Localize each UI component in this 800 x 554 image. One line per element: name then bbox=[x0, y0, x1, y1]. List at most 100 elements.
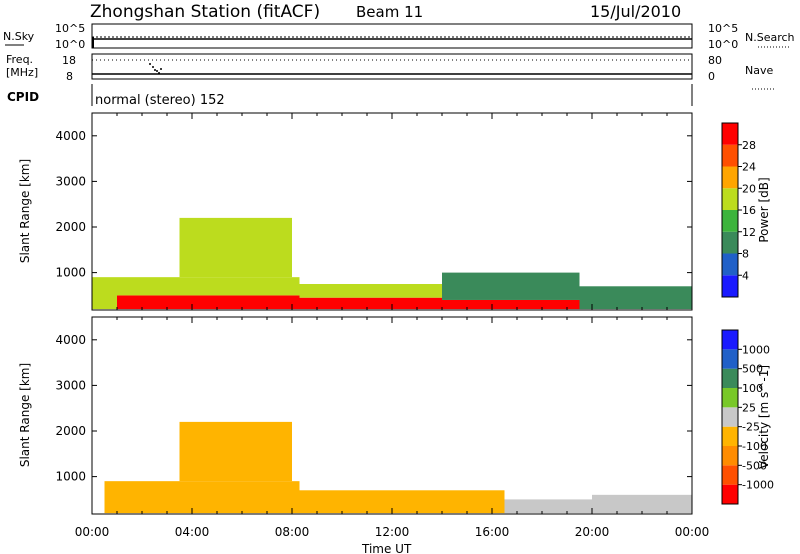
velocity-colorbar-label-2: 100 bbox=[742, 382, 763, 395]
nsearch-tick-top: 10^5 bbox=[708, 22, 738, 35]
power-colorbar-label-2: 20 bbox=[742, 182, 756, 195]
velocity-colorbar-swatches bbox=[722, 330, 738, 504]
time-axis-title: Time UT bbox=[361, 542, 412, 554]
velocity-x-axis bbox=[91, 317, 693, 514]
velocity-colorbar-label-0: 1000 bbox=[742, 343, 770, 356]
power-region-3 bbox=[179, 217, 292, 278]
velocity-colorbar-label-6: -500 bbox=[742, 459, 767, 472]
freq-tick-bottom: 8 bbox=[66, 70, 73, 83]
nave-dropouts bbox=[149, 63, 162, 74]
velocity-colorbar-frame bbox=[721, 329, 739, 505]
freq-label-2: [MHz] bbox=[6, 66, 38, 79]
power-colorbar-swatch-4 bbox=[722, 188, 738, 210]
velocity-ytick-label-0: 4000 bbox=[55, 333, 86, 347]
power-ytick-label-3: 1000 bbox=[55, 266, 86, 280]
power-colorbar-label-0: 28 bbox=[742, 139, 756, 152]
nave-dropout-3 bbox=[156, 70, 158, 72]
nave-dropout-2 bbox=[154, 69, 156, 71]
velocity-colorbar-label-1: 500 bbox=[742, 363, 763, 376]
velocity-ytick-label-3: 1000 bbox=[55, 470, 86, 484]
velocity-colorbar-swatch-5 bbox=[722, 388, 738, 408]
nave-dropout-5 bbox=[160, 68, 162, 70]
power-region-5 bbox=[299, 284, 442, 298]
station-title: Zhongshan Station (fitACF) bbox=[90, 2, 320, 22]
power-colorbar-label-4: 12 bbox=[742, 226, 756, 239]
nsky-tick-bottom: 10^0 bbox=[55, 38, 85, 51]
power-colorbar: 28 24 20 16 12 8 4 Power [dB] bbox=[721, 122, 771, 298]
power-colorbar-swatch-1 bbox=[722, 253, 738, 276]
time-tick-label-4: 16:00 bbox=[475, 525, 510, 539]
power-region-6 bbox=[442, 299, 580, 310]
nave-tick-top: 80 bbox=[708, 54, 722, 67]
power-y-axis: 4000 3000 2000 1000 bbox=[55, 129, 692, 280]
nave-tick-bottom: 0 bbox=[708, 70, 715, 83]
power-ytick-label-2: 2000 bbox=[55, 220, 86, 234]
power-panel: 4000 3000 2000 1000 Slant Range [km] bbox=[18, 112, 693, 311]
cpid-text: normal (stereo) 152 bbox=[95, 93, 225, 108]
power-colorbar-swatch-7 bbox=[722, 123, 738, 145]
power-x-axis bbox=[91, 113, 693, 310]
power-colorbar-ticks: 28 24 20 16 12 8 4 bbox=[738, 139, 756, 282]
velocity-data bbox=[104, 421, 692, 514]
nave-dropout-1 bbox=[152, 66, 154, 68]
time-tick-label-5: 20:00 bbox=[575, 525, 610, 539]
time-tick-label-2: 08:00 bbox=[275, 525, 310, 539]
nsky-label: N.Sky bbox=[3, 30, 35, 43]
velocity-colorbar-label-7: -1000 bbox=[742, 479, 774, 492]
velocity-colorbar-label-3: 25 bbox=[742, 401, 756, 414]
velocity-colorbar-label-5: -100 bbox=[742, 440, 767, 453]
time-tick-label-6: 00:00 bbox=[675, 525, 710, 539]
nave-dropout-4 bbox=[158, 72, 160, 74]
velocity-region-1 bbox=[179, 421, 292, 482]
power-region-4 bbox=[299, 297, 442, 310]
time-tick-label-0: 00:00 bbox=[75, 525, 110, 539]
power-region-7 bbox=[442, 272, 580, 300]
freq-panel: Freq. [MHz] 18 8 80 0 Nave bbox=[6, 53, 775, 90]
velocity-colorbar-label: Velocity [m s^-1] bbox=[757, 365, 771, 469]
power-region-1 bbox=[117, 295, 300, 310]
velocity-ytick-label-2: 2000 bbox=[55, 424, 86, 438]
power-colorbar-swatch-6 bbox=[722, 144, 738, 167]
time-tick-label-1: 04:00 bbox=[175, 525, 210, 539]
time-axis-labels: 00:00 04:00 08:00 12:00 16:00 20:00 00:00 bbox=[75, 525, 710, 539]
power-region-2 bbox=[117, 277, 300, 296]
velocity-colorbar-swatch-0 bbox=[722, 484, 738, 504]
freq-tick-top: 18 bbox=[62, 54, 76, 67]
cpid-label: CPID bbox=[7, 90, 39, 104]
time-tick-label-3: 12:00 bbox=[375, 525, 410, 539]
nsearch-tick-bottom: 10^0 bbox=[708, 38, 738, 51]
velocity-panel: 4000 3000 2000 1000 Slant Range [km] bbox=[18, 316, 693, 515]
velocity-colorbar-ticks: 1000 500 100 25 -25 -100 -500 -1000 bbox=[738, 343, 774, 492]
power-colorbar-swatch-3 bbox=[722, 210, 738, 232]
power-colorbar-swatches bbox=[722, 123, 738, 297]
velocity-colorbar-swatch-4 bbox=[722, 407, 738, 427]
power-ytick-label-1: 3000 bbox=[55, 174, 86, 188]
nsearch-label: N.Search bbox=[745, 31, 795, 44]
power-colorbar-swatch-2 bbox=[722, 231, 738, 254]
velocity-colorbar: 1000 500 100 25 -25 -100 -500 -1000 Velocity [m… bbox=[721, 329, 774, 505]
power-colorbar-label-3: 16 bbox=[742, 204, 756, 217]
velocity-region-0 bbox=[104, 481, 300, 514]
nave-dropout-0 bbox=[149, 63, 151, 65]
velocity-colorbar-swatch-3 bbox=[722, 426, 738, 446]
nsky-tick-top: 10^5 bbox=[55, 22, 85, 35]
power-data bbox=[92, 217, 692, 310]
power-region-0 bbox=[92, 277, 117, 310]
velocity-ytick-label-1: 3000 bbox=[55, 378, 86, 392]
velocity-colorbar-swatch-1 bbox=[722, 465, 738, 485]
power-region-8 bbox=[579, 286, 692, 310]
date-label: 15/Jul/2010 bbox=[590, 2, 681, 21]
power-colorbar-swatch-0 bbox=[722, 275, 738, 297]
freq-label-1: Freq. bbox=[6, 53, 33, 66]
power-colorbar-label-1: 24 bbox=[742, 161, 756, 174]
power-colorbar-label-6: 4 bbox=[742, 269, 749, 282]
power-y-label: Slant Range [km] bbox=[18, 159, 32, 263]
velocity-y-label: Slant Range [km] bbox=[18, 363, 32, 467]
power-colorbar-label: Power [dB] bbox=[757, 177, 771, 242]
velocity-region-3 bbox=[504, 499, 592, 514]
nsky-panel: N.Sky 10^5 10^0 10^5 10^0 N.Search bbox=[3, 22, 795, 51]
velocity-region-2 bbox=[299, 490, 505, 514]
velocity-region-4 bbox=[592, 494, 692, 514]
power-colorbar-swatch-5 bbox=[722, 166, 738, 189]
